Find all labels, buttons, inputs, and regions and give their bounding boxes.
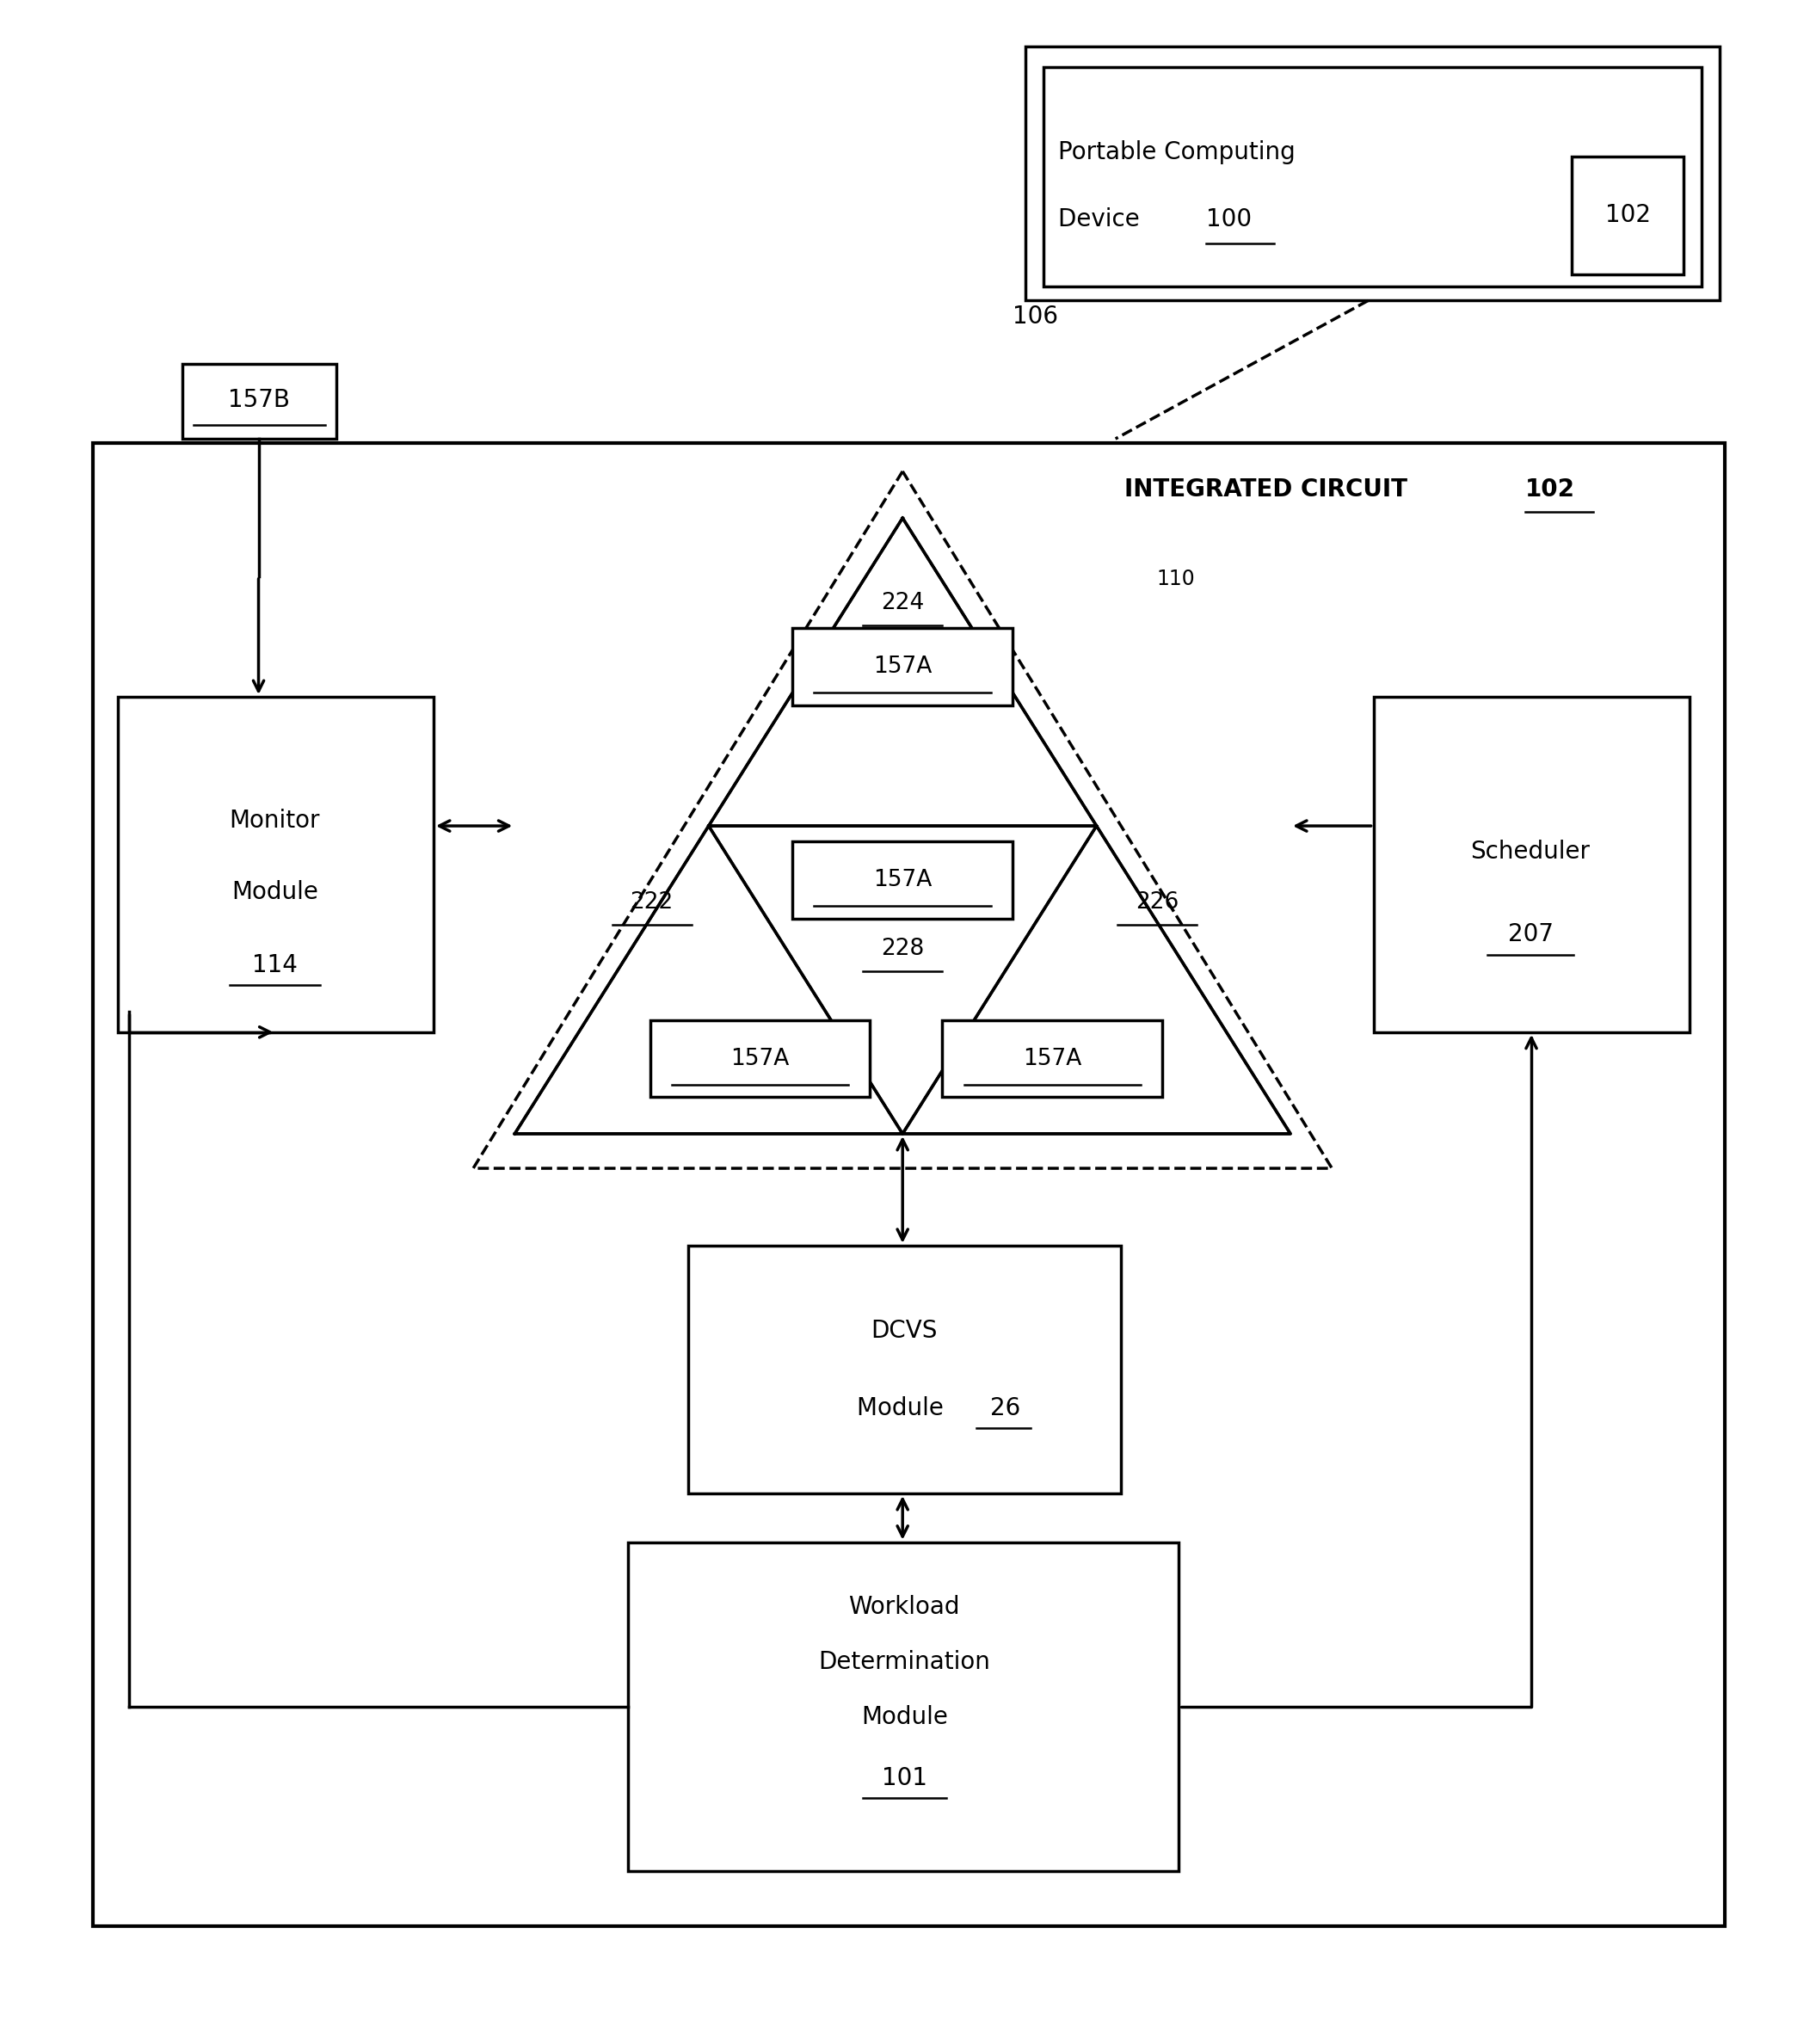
FancyBboxPatch shape <box>1026 47 1720 300</box>
Text: Scheduler: Scheduler <box>1471 840 1591 863</box>
Text: 26: 26 <box>990 1396 1021 1421</box>
Text: Module: Module <box>857 1396 952 1421</box>
Text: 222: 222 <box>630 891 674 914</box>
FancyBboxPatch shape <box>183 364 336 439</box>
Text: 157A: 157A <box>1022 1047 1082 1069</box>
Text: 157A: 157A <box>730 1047 790 1069</box>
Text: Monitor: Monitor <box>229 809 320 832</box>
Text: Module: Module <box>231 879 318 903</box>
FancyBboxPatch shape <box>792 628 1013 705</box>
Text: INTEGRATED CIRCUIT: INTEGRATED CIRCUIT <box>1124 478 1416 501</box>
FancyBboxPatch shape <box>650 1020 870 1098</box>
Text: 106: 106 <box>1013 305 1059 329</box>
FancyBboxPatch shape <box>792 842 1013 918</box>
Text: 224: 224 <box>881 593 924 615</box>
Text: 100: 100 <box>1206 206 1251 231</box>
FancyBboxPatch shape <box>943 1020 1162 1098</box>
Text: 157A: 157A <box>873 869 932 891</box>
Text: 157A: 157A <box>873 656 932 677</box>
Text: 101: 101 <box>881 1766 928 1791</box>
Text: 114: 114 <box>252 953 298 977</box>
Text: Portable Computing: Portable Computing <box>1057 141 1295 164</box>
Text: Determination: Determination <box>819 1650 990 1674</box>
FancyBboxPatch shape <box>1573 155 1683 274</box>
FancyBboxPatch shape <box>1373 697 1689 1032</box>
Text: Module: Module <box>861 1705 948 1729</box>
FancyBboxPatch shape <box>118 697 434 1032</box>
FancyBboxPatch shape <box>628 1543 1179 1872</box>
Text: 102: 102 <box>1605 202 1651 227</box>
Text: 157B: 157B <box>227 388 289 413</box>
Text: Device: Device <box>1057 206 1148 231</box>
Text: 102: 102 <box>1525 478 1574 501</box>
Text: 228: 228 <box>881 938 924 961</box>
FancyBboxPatch shape <box>93 444 1725 1925</box>
Text: Workload: Workload <box>848 1594 961 1619</box>
Text: 207: 207 <box>1507 922 1553 946</box>
Text: DCVS: DCVS <box>872 1318 937 1343</box>
Text: 110: 110 <box>1157 568 1195 589</box>
FancyBboxPatch shape <box>688 1245 1120 1494</box>
FancyBboxPatch shape <box>1044 67 1702 286</box>
Text: 226: 226 <box>1135 891 1179 914</box>
